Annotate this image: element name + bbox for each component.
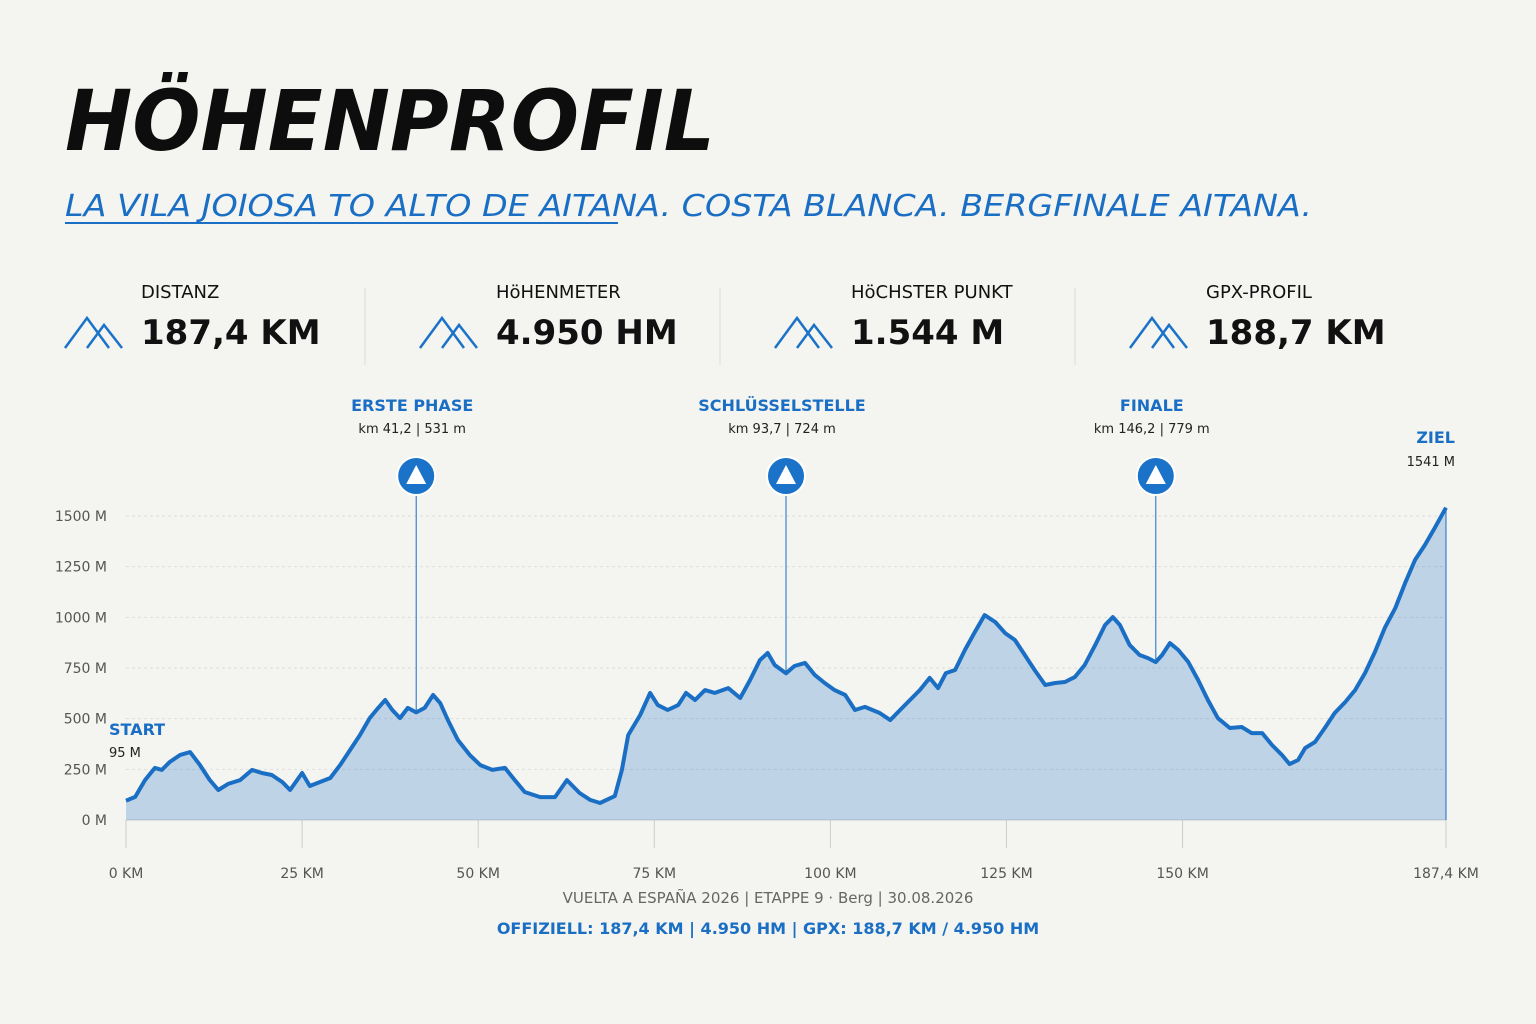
finish-label: ZIEL [1416, 428, 1455, 447]
footer-summary: OFFIZIELL: 187,4 KM | 4.950 HM | GPX: 18… [497, 919, 1039, 939]
mountain-icon [63, 315, 123, 349]
x-tick-label: 100 KM [804, 866, 856, 882]
stat-value: 1.544 M [851, 313, 1004, 353]
annotation-label: FINALE [1120, 396, 1184, 415]
page-title: HÖHENPROFIL [65, 72, 715, 170]
annotation-text: km 41,2 | 531 m [358, 422, 466, 437]
y-tick-label: 1500 M [55, 509, 107, 525]
subtitle: LA VILA JOIOSA TO ALTO DE AITANA. COSTA … [65, 189, 1312, 224]
start-label: START [109, 720, 165, 739]
elevation-area [126, 507, 1446, 820]
elevation-line [125, 506, 1448, 805]
mountain-icon [1128, 315, 1188, 349]
mountain-icon [773, 315, 833, 349]
annotation-label: SCHLÜSSELSTELLE [698, 396, 865, 415]
annotation-text: km 93,7 | 724 m [728, 422, 836, 437]
stat-label: GPX-PROFIL [1206, 282, 1312, 303]
footer-line: VUELTA A ESPAÑA 2026 | ETAPPE 9 · Berg |… [563, 888, 974, 907]
stat-value: 4.950 HM [496, 313, 678, 353]
y-tick-label: 1250 M [55, 560, 107, 576]
stat-label: DISTANZ [141, 282, 219, 303]
y-tick-label: 250 M [64, 762, 107, 778]
stat-label: HöCHSTER PUNKT [851, 282, 1014, 303]
x-tick-label: 125 KM [980, 866, 1032, 882]
mountain-icon [418, 315, 478, 349]
y-tick-label: 1000 M [55, 610, 107, 626]
x-tick-label: 150 KM [1156, 866, 1208, 882]
annotation-icon [776, 465, 796, 484]
stat-label: HöHENMETER [496, 282, 621, 303]
x-tick-label: 187,4 KM [1413, 866, 1479, 882]
finish-text: 1541 M [1407, 455, 1455, 470]
x-tick-label: 50 KM [456, 866, 500, 882]
annotation-label: ERSTE PHASE [351, 396, 473, 415]
x-tick-label: 75 KM [633, 866, 677, 882]
stat-value: 188,7 KM [1206, 313, 1386, 353]
x-tick-label: 0 KM [109, 866, 144, 882]
y-tick-label: 500 M [64, 712, 107, 728]
annotation-icon [1145, 465, 1166, 484]
start-text: 95 M [109, 746, 141, 761]
annotation-text: km 146,2 | 779 m [1094, 422, 1210, 437]
y-tick-label: 750 M [64, 661, 107, 677]
stat-value: 187,4 KM [141, 313, 321, 353]
y-tick-label: 0 M [82, 813, 107, 829]
annotation-icon [406, 465, 427, 484]
x-tick-label: 25 KM [280, 866, 324, 882]
